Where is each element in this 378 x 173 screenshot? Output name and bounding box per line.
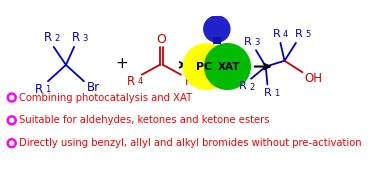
Circle shape [7,93,16,102]
Text: R: R [44,31,52,44]
Text: PC: PC [197,62,213,71]
Text: OH: OH [304,72,322,85]
Text: R: R [263,88,271,98]
Text: 4: 4 [283,30,288,39]
Text: R: R [295,29,303,39]
Text: Combining photocatalysis and XAT: Combining photocatalysis and XAT [19,93,192,103]
Text: 3: 3 [254,38,260,47]
Text: R: R [185,75,193,88]
Text: R: R [239,81,247,91]
Circle shape [10,141,14,145]
Text: Br: Br [87,81,100,94]
Circle shape [183,44,229,89]
Text: R: R [72,31,80,44]
Text: +: + [115,56,128,71]
Circle shape [204,16,230,42]
Text: R: R [273,29,280,39]
Text: 2: 2 [249,83,255,92]
Text: 5: 5 [306,30,311,39]
Text: 2: 2 [54,34,60,43]
Text: 4: 4 [138,77,143,86]
Text: O: O [156,33,166,46]
Text: R: R [244,37,252,47]
Text: Directly using benzyl, allyl and alkyl bromides without pre-activation: Directly using benzyl, allyl and alkyl b… [19,138,362,148]
FancyBboxPatch shape [213,37,221,44]
Text: XAT: XAT [218,62,240,71]
Text: Suitable for aldehydes, ketones and ketone esters: Suitable for aldehydes, ketones and keto… [19,115,270,125]
Circle shape [10,95,14,99]
Circle shape [204,44,250,89]
Text: R: R [35,83,43,96]
Circle shape [7,139,16,148]
Circle shape [7,116,16,125]
Circle shape [10,118,14,122]
Text: 1: 1 [274,89,279,98]
Text: 3: 3 [82,34,88,43]
Text: 1: 1 [45,85,50,94]
Text: 5: 5 [195,77,201,86]
Text: R: R [127,75,135,88]
